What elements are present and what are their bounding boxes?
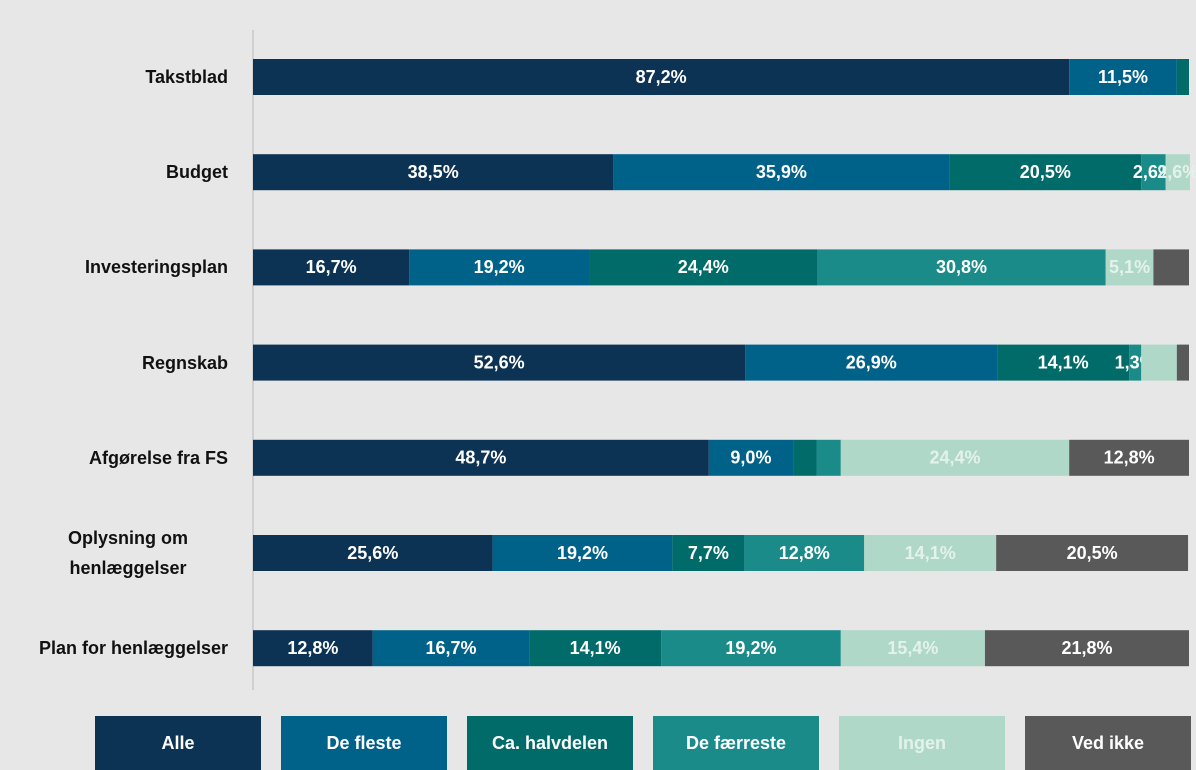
bar-segment [672, 535, 745, 571]
bar-segment [744, 535, 865, 571]
bar-segment [253, 344, 746, 381]
bar-segment [1165, 154, 1190, 191]
value-label: 12,8% [779, 543, 830, 563]
bar-segment [253, 154, 614, 191]
bar-segment [253, 630, 373, 667]
bar-segment [589, 249, 818, 286]
bar-segment [793, 439, 817, 476]
bar-segment [372, 630, 530, 667]
value-label: 16,7% [425, 638, 476, 658]
value-label: 14,1% [1038, 352, 1089, 372]
bar-segment [708, 439, 794, 476]
bar-segment [840, 630, 985, 667]
legend-item: Alle [95, 716, 261, 770]
bar-segment [253, 59, 1070, 95]
bar-segment [745, 344, 998, 381]
bar-segment [1069, 439, 1189, 476]
bar-segment [949, 154, 1142, 191]
value-label: 52,6% [474, 352, 525, 372]
value-label: 87,2% [636, 67, 687, 87]
plot: 87,2% 11,5% 38,5% 35,9% 20,5% 2,6%2,6% 16,7% 19… [252, 30, 1196, 690]
legend-item: Ca. halvdelen [467, 716, 633, 770]
value-label: 12,8% [287, 638, 338, 658]
value-label: 19,2% [474, 257, 525, 277]
legend-item: De færreste [653, 716, 819, 770]
bar-segment [409, 249, 590, 286]
bar-segment [1176, 59, 1189, 95]
value-label: 20,5% [1067, 543, 1118, 563]
bar-segment [864, 535, 997, 571]
value-label: 14,1% [570, 638, 621, 658]
bar-segment [253, 535, 493, 571]
value-label: 24,4% [929, 448, 980, 468]
category-label: Oplysning om henlæggelser [67, 528, 188, 578]
bar-segment [661, 630, 841, 667]
legend-item: Ingen [839, 716, 1005, 770]
value-label: 9,0% [730, 448, 771, 468]
category-label: Afgørelse fra FS [88, 447, 228, 468]
bar-segment [253, 249, 410, 286]
value-label: 26,9% [846, 352, 897, 372]
bar-segment [817, 249, 1106, 286]
bar-segment [1105, 249, 1154, 286]
value-label: 35,9% [756, 162, 807, 182]
bar-segment [529, 630, 662, 667]
value-label: 19,2% [557, 543, 608, 563]
category-label: Budget [166, 162, 228, 183]
value-label: 15,4% [887, 638, 938, 658]
value-label: 48,7% [455, 448, 506, 468]
bar-segment [1153, 249, 1189, 286]
legend-item: Ved ikke [1025, 716, 1191, 770]
value-label: 5,1% [1109, 257, 1150, 277]
category-label: Regnskab [141, 352, 228, 373]
bar-segment [253, 439, 709, 476]
bar-segment [1129, 344, 1142, 381]
category-label: Takstblad [145, 67, 228, 87]
value-label: 19,2% [725, 638, 776, 658]
value-label: 24,4% [678, 257, 729, 277]
value-label: 7,7% [688, 543, 729, 563]
bar-segment [1141, 154, 1166, 191]
value-label: 21,8% [1061, 638, 1112, 658]
value-label: 14,1% [905, 543, 956, 563]
value-label: 2,6% [1133, 162, 1174, 182]
bar-segment [492, 535, 673, 571]
legend-item: De fleste [281, 716, 447, 770]
bar-segment [984, 630, 1189, 667]
value-label: 2,6% [1157, 162, 1196, 182]
bar-segment [996, 535, 1189, 571]
value-label: 20,5% [1020, 162, 1071, 182]
bar-segment [816, 439, 841, 476]
value-label: 30,8% [936, 257, 987, 277]
bar-segment [840, 439, 1070, 476]
bar-segment [1069, 59, 1177, 95]
value-label: 12,8% [1104, 448, 1155, 468]
value-label: 38,5% [408, 162, 459, 182]
value-label: 25,6% [347, 543, 398, 563]
category-label: Plan for henlæggelser [38, 638, 228, 659]
bar-segment [997, 344, 1130, 381]
category-label: Investeringsplan [84, 257, 228, 278]
bar-segment [1141, 344, 1177, 381]
bar-segment [613, 154, 950, 191]
bar-segment [1176, 344, 1189, 381]
value-label: 11,5% [1098, 67, 1148, 87]
value-label: 16,7% [306, 257, 357, 277]
